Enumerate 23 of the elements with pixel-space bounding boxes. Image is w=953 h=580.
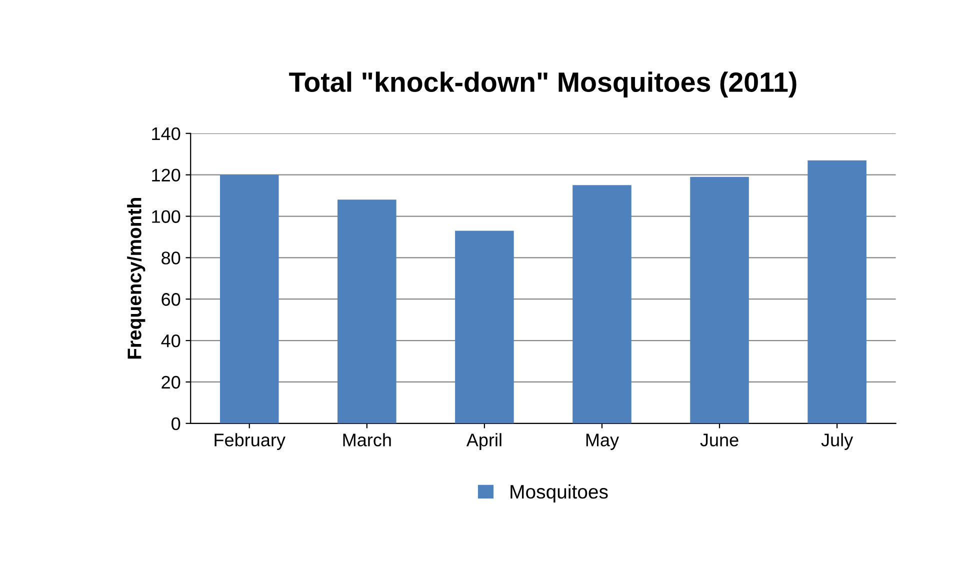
x-tick-label: June [700, 434, 738, 446]
legend-label: Mosquitoes [510, 484, 608, 503]
y-tick-label: 40 [161, 334, 180, 348]
y-tick-label: 120 [152, 168, 180, 182]
x-tick-label: May [586, 434, 619, 450]
y-tick-label: 0 [172, 417, 180, 430]
chart-title: Total "knock-down" Mosquitoes (2011) [289, 72, 796, 98]
x-tick-label: July [821, 433, 854, 450]
bar [572, 185, 632, 424]
bar [690, 176, 749, 424]
x-tick-label: April [466, 433, 502, 450]
bar [338, 200, 396, 424]
y-tick-label: 20 [162, 376, 180, 389]
bar [808, 160, 866, 424]
bar [455, 230, 514, 424]
x-tick-label: March [343, 433, 391, 446]
bar [220, 174, 279, 424]
y-axis-title: Frequency/month [127, 198, 146, 359]
y-tick-label: 60 [162, 293, 180, 306]
y-tick-label: 140 [152, 127, 180, 140]
y-tick-label: 80 [162, 252, 180, 264]
y-tick-label: 100 [152, 210, 180, 223]
x-tick-label: February [214, 433, 286, 450]
